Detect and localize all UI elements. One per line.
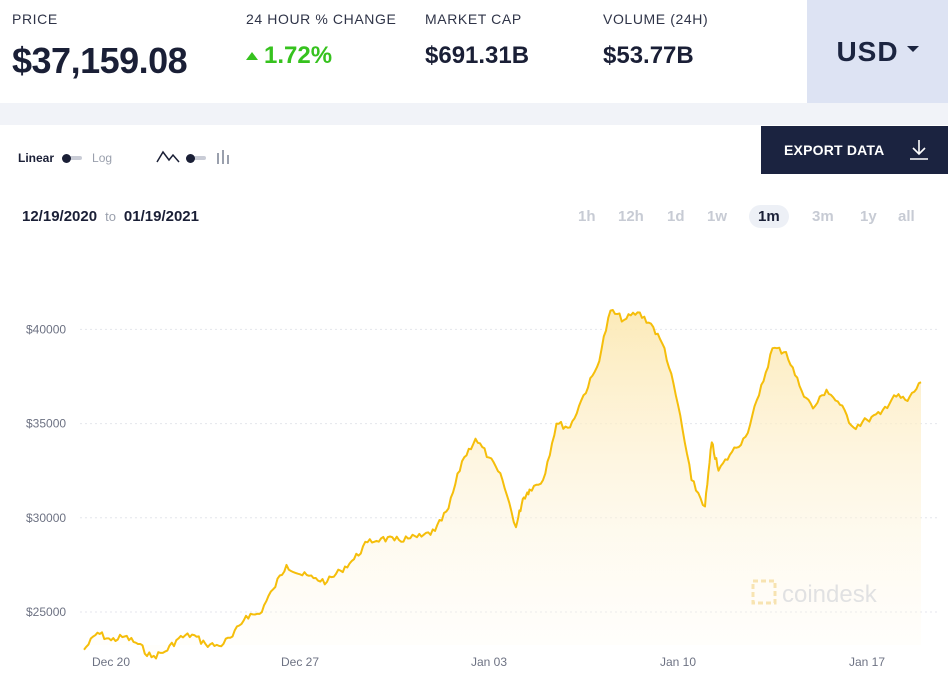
section-divider [0, 103, 948, 125]
y-tick-label: $40000 [26, 322, 66, 336]
x-tick-label: Jan 10 [660, 655, 696, 669]
volume-value: $53.77B [603, 42, 694, 69]
range-1d[interactable]: 1d [667, 208, 685, 225]
chart-controls: Linear Log [18, 149, 232, 168]
export-data-button[interactable]: EXPORT DATA [761, 126, 948, 174]
y-tick-label: $25000 [26, 605, 66, 619]
bar-chart-icon [216, 149, 232, 168]
change-value: 1.72% [264, 42, 333, 69]
date-to-word: to [105, 209, 116, 224]
y-tick-label: $30000 [26, 511, 66, 525]
range-all[interactable]: all [898, 208, 915, 225]
date-from[interactable]: 12/19/2020 [22, 208, 98, 225]
range-1h[interactable]: 1h [578, 208, 596, 225]
date-to[interactable]: 01/19/2021 [123, 208, 199, 225]
log-label: Log [92, 151, 113, 165]
currency-label: USD [836, 35, 899, 67]
download-icon [910, 140, 928, 160]
x-axis: Dec 20 Dec 27 Jan 03 Jan 10 Jan 17 [92, 655, 885, 669]
chart-type-toggle[interactable] [186, 153, 207, 163]
x-tick-label: Jan 17 [849, 655, 885, 669]
market-cap-label: MARKET CAP [425, 11, 522, 27]
volume-label: VOLUME (24H) [603, 11, 709, 27]
range-1m[interactable]: 1m [749, 205, 789, 228]
watermark-text: coindesk [782, 581, 878, 608]
range-selector: 1h 12h 1d 1w 1m 3m 1y all [560, 205, 930, 234]
price-label: PRICE [12, 11, 58, 27]
change-label: 24 HOUR % CHANGE [246, 11, 397, 27]
range-1y[interactable]: 1y [860, 208, 877, 225]
price-value: $37,159.08 [12, 40, 188, 81]
linear-label: Linear [18, 151, 55, 165]
y-axis: $25000 $30000 $35000 $40000 [26, 322, 66, 619]
scale-toggle[interactable] [62, 153, 83, 163]
market-cap-value: $691.31B [425, 42, 530, 69]
up-arrow-icon [246, 52, 258, 60]
price-area [84, 310, 921, 659]
line-chart-icon [156, 150, 180, 167]
change-value-wrap: 1.72% [246, 42, 332, 70]
export-label: EXPORT DATA [784, 142, 885, 158]
price-line [83, 309, 922, 660]
range-12h[interactable]: 12h [618, 208, 644, 225]
range-1w[interactable]: 1w [707, 208, 728, 225]
x-tick-label: Dec 27 [281, 655, 319, 669]
coindesk-watermark: coindesk [751, 579, 878, 608]
date-range: 12/19/2020 to 01/19/2021 [22, 208, 199, 225]
stats-bar: PRICE $37,159.08 24 HOUR % CHANGE 1.72% … [0, 0, 807, 103]
x-tick-label: Dec 20 [92, 655, 130, 669]
y-tick-label: $35000 [26, 417, 66, 431]
chevron-down-icon [906, 45, 919, 52]
currency-dropdown[interactable]: USD [807, 0, 948, 103]
range-3m[interactable]: 3m [812, 208, 834, 225]
x-tick-label: Jan 03 [471, 655, 507, 669]
